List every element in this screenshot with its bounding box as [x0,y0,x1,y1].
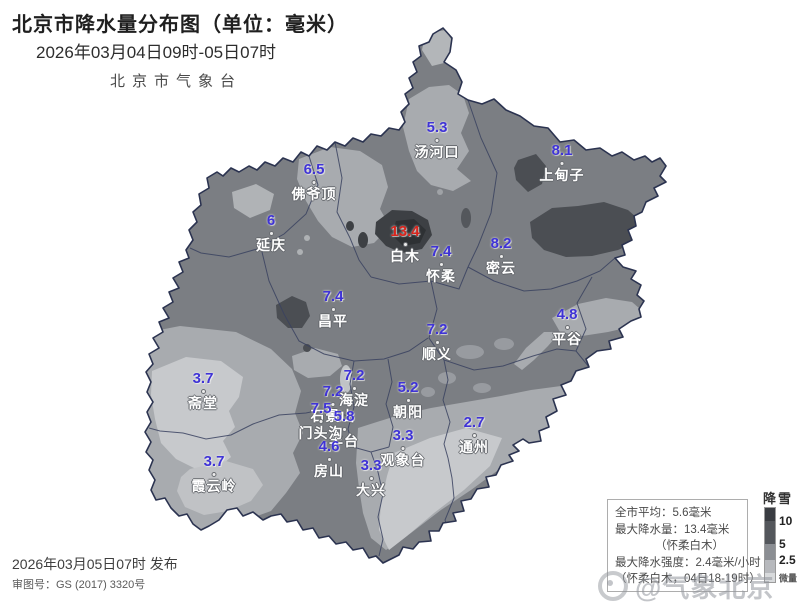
summary-line: （怀柔白木） [655,540,724,552]
summary-line: 全市平均：5.6毫米 [615,507,712,519]
issue-time: 2026年03月05日07时 发布 [12,556,178,572]
precipitation-summary-box: 全市平均：5.6毫米最大降水量：13.4毫米 （怀柔白木） 最大降水强度：2.4毫米… [607,499,761,592]
agency-name: 北京市气象台 [110,72,243,90]
legend-segment [765,521,775,544]
forecast-period: 2026年03月04日09时-05日07时 [36,43,277,62]
legend-segment [765,560,775,573]
district-borders [148,99,616,557]
legend-label: 微量 [779,573,798,584]
page-title: 北京市降水量分布图（单位：毫米） [12,14,348,36]
legend-title: 降雪 [763,491,794,506]
precipitation-bands [145,28,666,563]
legend-label: 5 [779,537,786,551]
summary-line: 最大降水强度：2.4毫米/小时 [615,556,761,569]
legend-segment [765,508,775,521]
city-boundary [144,27,667,564]
legend-label: 10 [779,514,793,528]
legend-label: 2.5 [779,553,796,567]
summary-line: （怀柔白木，04日18-19时） [615,573,761,585]
legend-color-bar [764,507,776,583]
legend-segment [765,573,775,582]
map-approval-number: 审图号：GS (2017) 3320号 [12,579,146,591]
summary-line: 最大降水量：13.4毫米 [615,523,730,536]
legend-segment [765,544,775,560]
legend: 降雪 10 5 2.5 微量 [757,488,800,584]
